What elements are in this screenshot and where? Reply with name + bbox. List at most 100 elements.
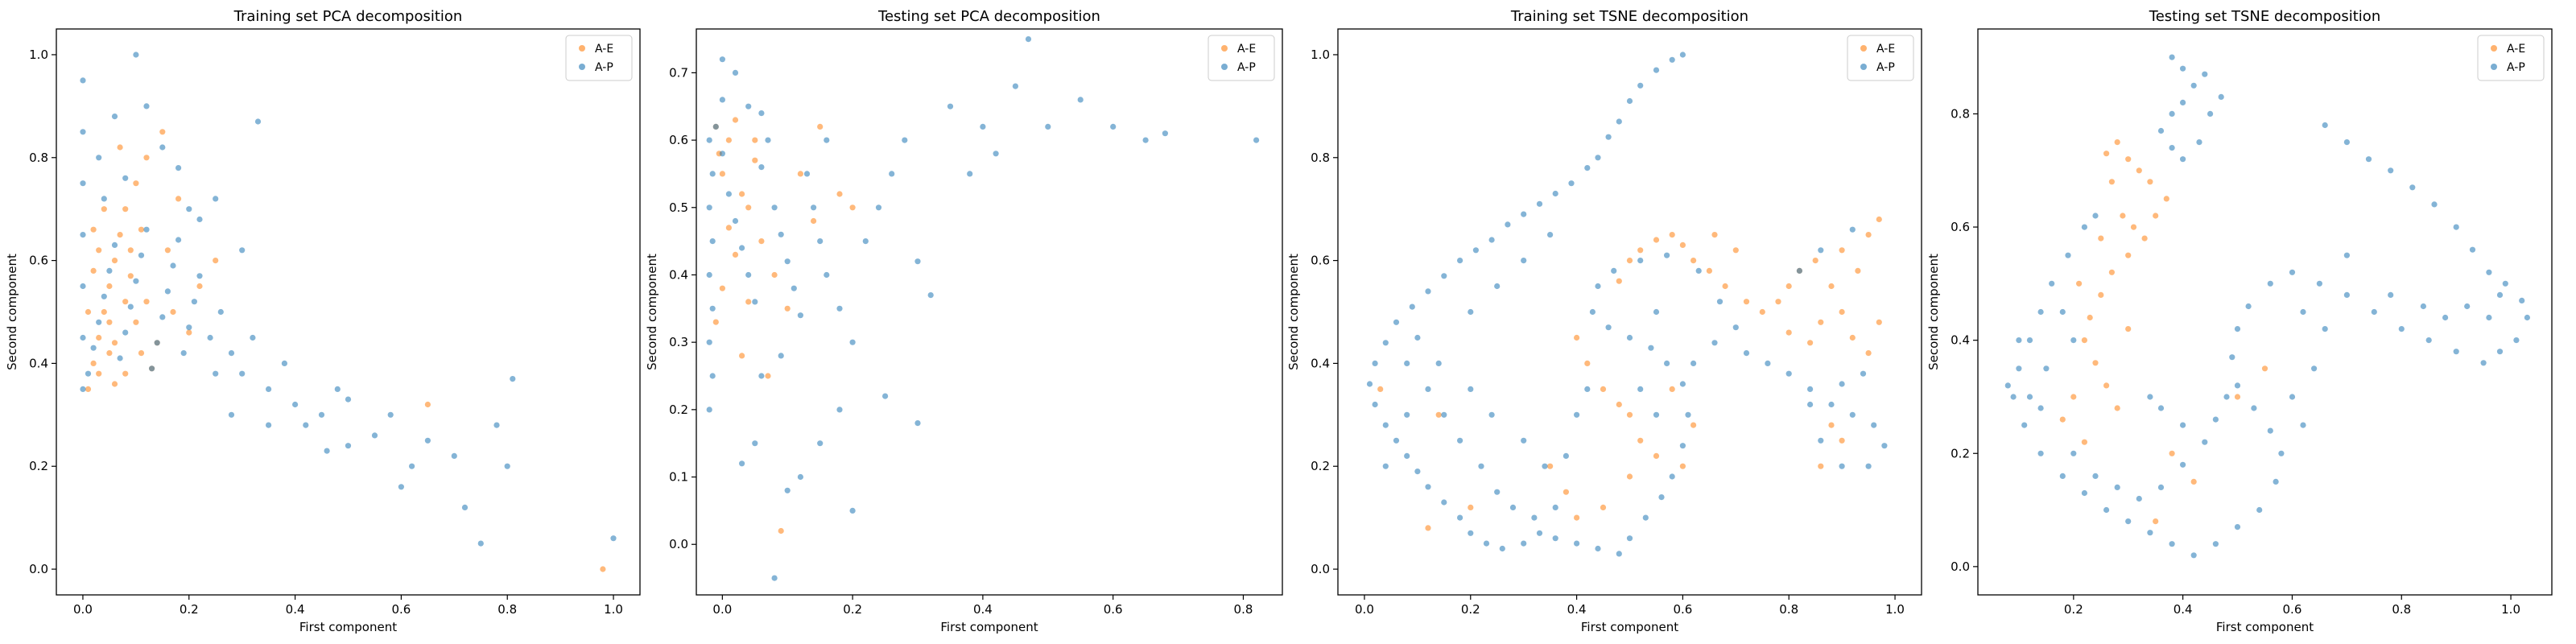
- chart-title: Testing set PCA decomposition: [877, 8, 1100, 25]
- legend-label: A-P: [595, 61, 613, 74]
- data-point: [111, 340, 118, 346]
- data-point: [1595, 283, 1601, 290]
- x-tick-label: 1.0: [604, 602, 623, 617]
- data-point: [1685, 411, 1691, 418]
- x-tick-label: 0.2: [180, 602, 199, 617]
- data-point: [1722, 283, 1728, 290]
- data-point: [1626, 97, 1633, 105]
- data-point: [2234, 524, 2241, 530]
- data-point: [122, 370, 129, 377]
- legend-label: A-E: [1876, 43, 1895, 56]
- data-point: [1584, 386, 1591, 392]
- data-point: [1716, 299, 1724, 305]
- data-point: [1849, 226, 1856, 233]
- data-point: [2180, 65, 2186, 72]
- data-point: [2081, 489, 2087, 497]
- data-point: [1584, 360, 1591, 366]
- data-point: [2130, 224, 2137, 230]
- chart-panel-3: 0.0 0.2 0.4 0.6 0.8 1.0 0.0 0.2 0.4 0.6 0.8 1.0 Trai…: [1286, 8, 1922, 634]
- data-point: [138, 226, 145, 233]
- data-point: [2169, 110, 2175, 117]
- y-tick-label: 0.8: [29, 151, 48, 165]
- data-point: [1679, 242, 1686, 248]
- data-point: [2180, 99, 2186, 105]
- data-point: [2212, 416, 2219, 423]
- y-tick-label: 0.8: [1311, 151, 1330, 165]
- data-point: [1785, 329, 1792, 336]
- data-point: [2398, 326, 2405, 332]
- data-point: [1045, 123, 1051, 130]
- data-point: [1796, 267, 1802, 274]
- axes-frame: [1337, 28, 1922, 596]
- data-point: [732, 251, 739, 258]
- data-point: [1849, 411, 1856, 418]
- data-point: [889, 171, 895, 177]
- data-point: [1865, 463, 1872, 469]
- data-point: [2256, 506, 2263, 514]
- data-point: [1669, 56, 1675, 63]
- series-A-E: [1377, 216, 1882, 531]
- data-point: [1025, 36, 1032, 43]
- y-tick-label: 0.0: [1311, 562, 1330, 576]
- data-point: [2371, 308, 2377, 316]
- data-point: [1404, 411, 1410, 418]
- plot-area: [1366, 52, 1888, 557]
- data-point: [164, 247, 171, 254]
- data-point: [2092, 213, 2099, 219]
- data-point: [2425, 337, 2432, 344]
- data-point: [993, 151, 999, 157]
- data-point: [1616, 118, 1622, 125]
- data-point: [1552, 504, 1558, 511]
- data-point: [1785, 283, 1792, 290]
- data-point: [106, 283, 113, 290]
- data-point: [1536, 200, 1543, 207]
- data-point: [186, 329, 192, 336]
- data-point: [1162, 130, 1168, 137]
- data-point: [2059, 473, 2066, 480]
- data-point: [2103, 382, 2110, 389]
- data-point: [706, 204, 712, 211]
- data-point: [725, 191, 733, 197]
- data-point: [817, 123, 824, 130]
- data-point: [1425, 525, 1431, 531]
- data-point: [1849, 334, 1856, 341]
- data-point: [1669, 386, 1675, 392]
- data-point: [80, 180, 86, 187]
- data-point: [706, 339, 712, 345]
- data-point: [1818, 437, 1824, 444]
- data-point: [2513, 337, 2520, 344]
- data-point: [2114, 139, 2120, 146]
- data-point: [1828, 401, 1835, 408]
- legend-label: A-E: [1237, 43, 1256, 56]
- data-point: [2157, 484, 2165, 491]
- data-point: [1382, 422, 1389, 428]
- data-point: [2229, 354, 2235, 361]
- y-tick-label: 0.5: [669, 200, 688, 215]
- plot-area: [2004, 54, 2530, 559]
- data-point: [709, 305, 716, 312]
- data-point: [80, 386, 86, 392]
- legend-marker: [2491, 45, 2497, 52]
- data-point: [1807, 340, 1814, 346]
- x-tick-label: 0.0: [73, 602, 93, 617]
- x-tick-label: 0.4: [286, 602, 305, 617]
- data-point: [875, 204, 882, 211]
- data-point: [2157, 127, 2165, 134]
- data-point: [706, 407, 712, 413]
- data-point: [1521, 258, 1527, 264]
- data-point: [1743, 350, 1750, 357]
- data-point: [2169, 450, 2175, 456]
- data-point: [239, 247, 246, 254]
- data-point: [1865, 350, 1872, 357]
- data-point: [1547, 232, 1554, 238]
- data-point: [117, 355, 123, 361]
- data-point: [133, 180, 139, 187]
- data-point: [2524, 314, 2530, 321]
- data-point: [1457, 437, 1463, 444]
- data-point: [967, 171, 973, 177]
- data-point: [706, 271, 712, 279]
- data-point: [2070, 450, 2077, 456]
- data-point: [80, 232, 86, 238]
- data-point: [771, 271, 778, 279]
- data-point: [739, 353, 745, 359]
